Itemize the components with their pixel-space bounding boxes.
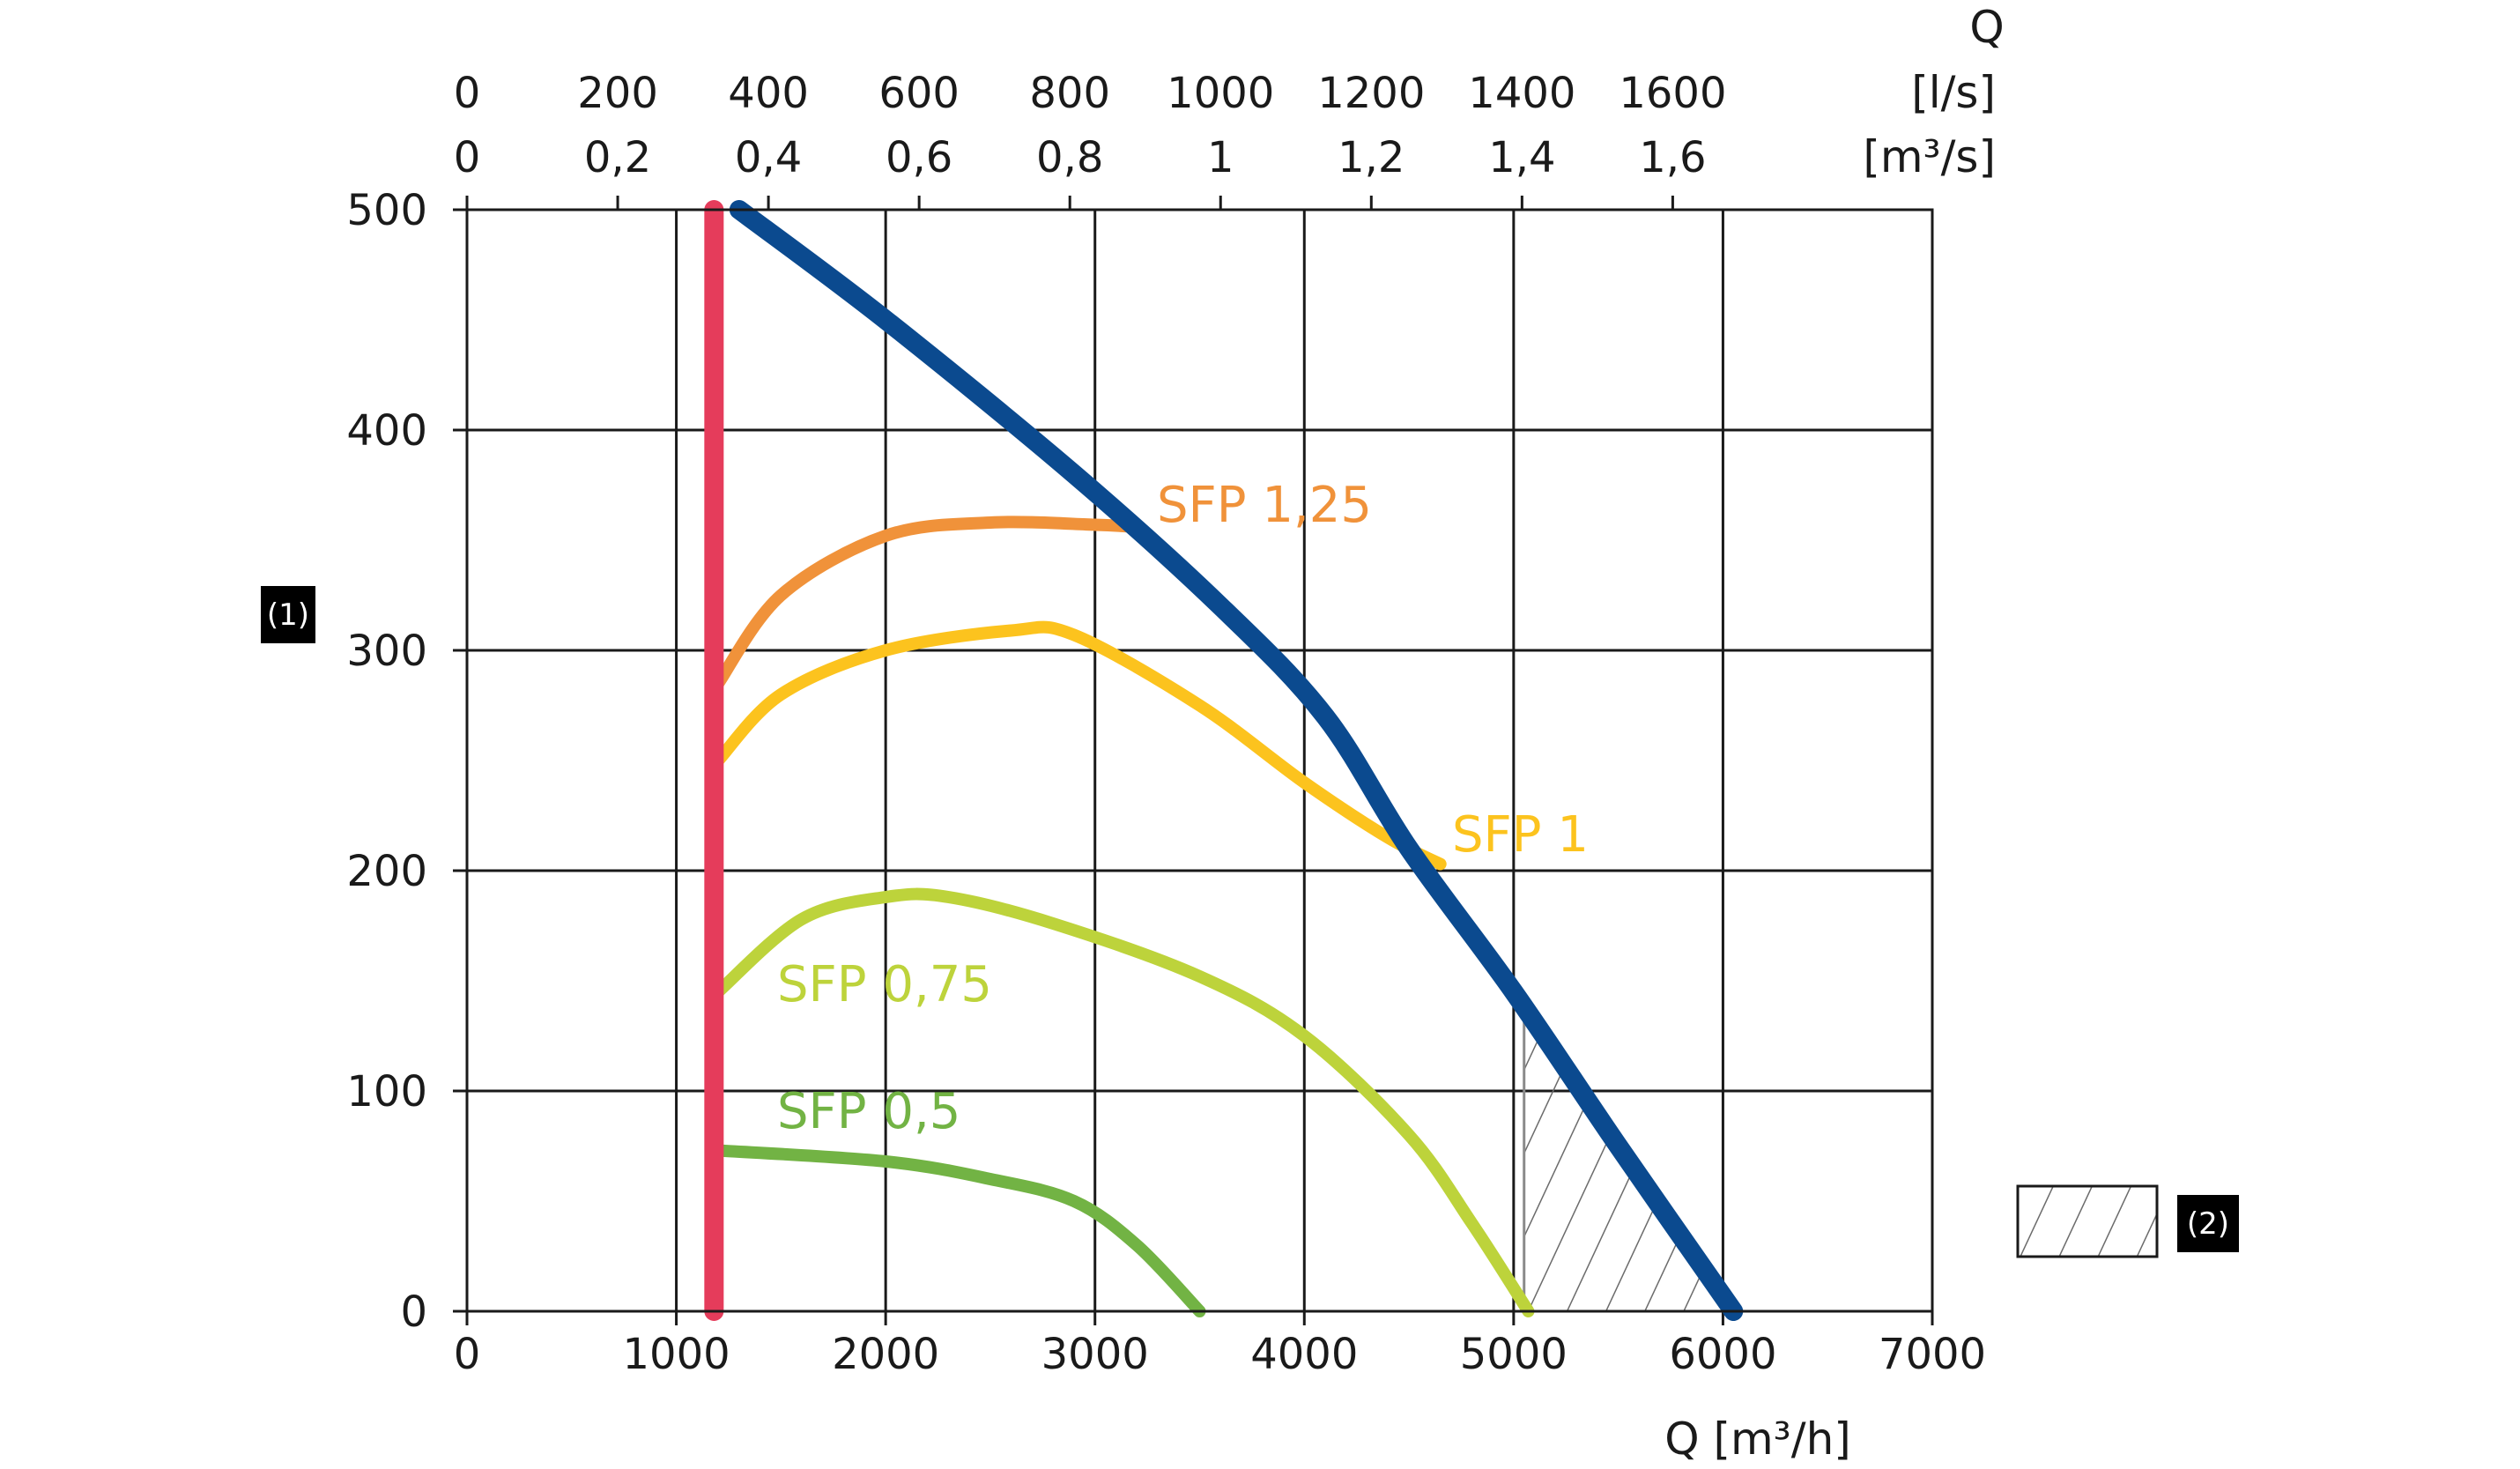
y-tick-label: 0 [400, 1287, 427, 1337]
y-axis-badge: (1) [261, 586, 315, 643]
top-axis-m3s-unit: [m³/s] [1863, 131, 1996, 182]
label-sfp-1-25: SFP 1,25 [1157, 477, 1372, 534]
top-ls-tick-label: 1400 [1468, 69, 1575, 118]
y-tick-label: 100 [346, 1067, 427, 1117]
top-m3s-tick-label: 0,4 [735, 133, 802, 182]
y-axis-badge-label: (1) [267, 597, 309, 633]
top-ls-tick-label: 1200 [1317, 69, 1425, 118]
series-sfp-1 [712, 620, 1447, 871]
x-tick-label: 5000 [1460, 1330, 1568, 1379]
series-sfp-0-75 [712, 887, 1535, 1317]
top-ls-tick-label: 400 [728, 69, 809, 118]
top-m3s-tick-label: 0,6 [886, 133, 952, 182]
x-tick-label: 4000 [1250, 1330, 1358, 1379]
series-sfp-1-25 [712, 516, 1144, 690]
top-m3s-tick-label: 0,2 [584, 133, 651, 182]
x-tick-label: 1000 [622, 1330, 730, 1379]
top-ls-tick-label: 200 [577, 69, 658, 118]
top-m3s-tick-label: 1,4 [1488, 133, 1555, 182]
series-sfp-0-5 [712, 1144, 1206, 1317]
tick-labels: 0 1000 2000 3000 4000 5000 6000 700001002003004… [346, 69, 1986, 1379]
top-ls-tick-label: 1600 [1619, 69, 1726, 118]
x-tick-label: 7000 [1879, 1330, 1986, 1379]
top-axis-ls-unit: [l/s] [1911, 67, 1996, 118]
series-max-curve [729, 200, 1744, 1321]
y-tick-label: 300 [346, 627, 427, 676]
curves [704, 200, 1744, 1321]
top-ls-tick-label: 600 [878, 69, 960, 118]
top-m3s-tick-label: 0,8 [1036, 133, 1103, 182]
x-tick-label: 2000 [832, 1330, 939, 1379]
x-axis-title: Q [m³/h] [1664, 1413, 1851, 1465]
label-sfp-0-5: SFP 0,5 [777, 1083, 960, 1140]
top-ls-tick-label: 1000 [1167, 69, 1274, 118]
grid [453, 196, 1934, 1325]
label-sfp-0-75: SFP 0,75 [777, 956, 992, 1013]
plot-frame [465, 208, 1934, 1313]
legend-label: (2) [2187, 1206, 2229, 1242]
y-tick-label: 500 [346, 186, 427, 235]
top-m3s-tick-label: 1,6 [1639, 133, 1706, 182]
y-tick-label: 400 [346, 406, 427, 456]
top-ls-tick-label: 800 [1029, 69, 1110, 118]
top-axis-title: Q [1969, 2, 2004, 53]
top-m3s-tick-label: 1,2 [1338, 133, 1405, 182]
label-sfp-1: SFP 1 [1452, 806, 1589, 864]
legend-hatched: (2) [2016, 1184, 2239, 1258]
x-tick-label: 0 [454, 1330, 481, 1379]
x-tick-label: 3000 [1041, 1330, 1149, 1379]
x-tick-label: 6000 [1669, 1330, 1776, 1379]
y-tick-label: 200 [346, 847, 427, 896]
top-m3s-tick-label: 0 [454, 133, 481, 182]
top-m3s-tick-label: 1 [1207, 133, 1234, 182]
top-ls-tick-label: 0 [454, 69, 481, 118]
